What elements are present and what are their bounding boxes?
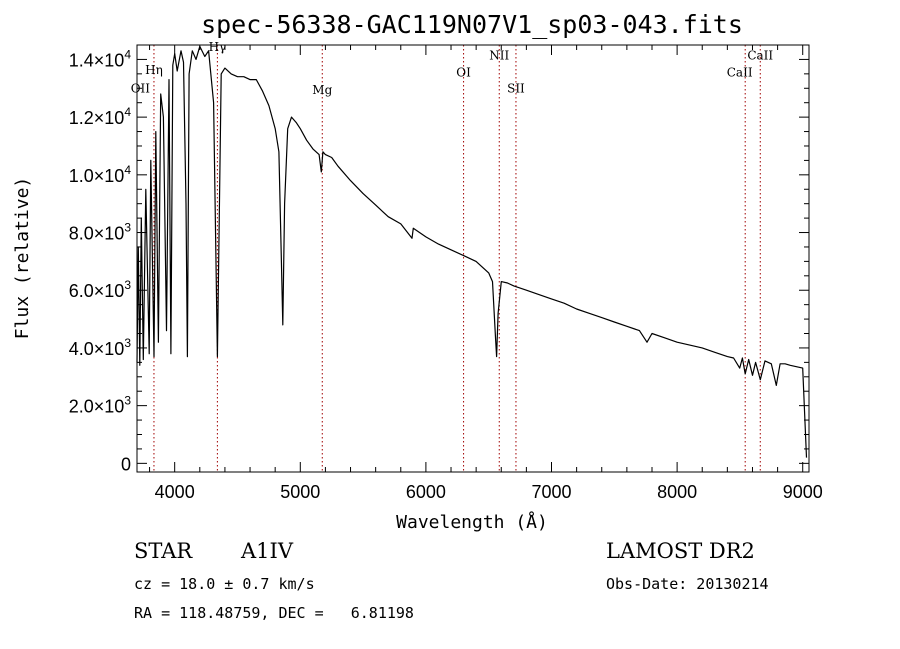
- y-tick-label: 8.0×103: [69, 221, 132, 244]
- y-axis: 0 2.0×103 4.0×103 6.0×103 8.0×103 1.0×104 1.2×…: [69, 47, 809, 474]
- x-axis-label: Wavelength (Å): [396, 511, 548, 533]
- obs-date: Obs-Date: 20130214: [606, 575, 769, 593]
- y-tick-label: 2.0×103: [69, 394, 132, 417]
- survey-name: LAMOST DR2: [606, 539, 755, 563]
- line-label: NII: [489, 48, 509, 62]
- y-tick-label: 1.4×104: [69, 47, 132, 70]
- spectrum-line: [136, 45, 808, 458]
- line-label: OI: [456, 66, 471, 80]
- y-tick-label: 6.0×103: [69, 278, 132, 301]
- line-annotations: OII Hη Hγ Mg OI NII SII CaII CaII: [131, 40, 774, 97]
- x-axis: 4000 5000 6000 7000 8000 9000: [149, 45, 823, 502]
- line-label: SII: [507, 82, 525, 96]
- x-tick-label: 5000: [280, 482, 320, 502]
- line-label: OII: [131, 82, 151, 96]
- redshift-text: cz = 18.0 ± 0.7 km/s: [134, 575, 315, 593]
- reference-lines: [153, 45, 761, 472]
- x-tick-label: 8000: [657, 482, 697, 502]
- x-tick-label: 9000: [783, 482, 823, 502]
- object-subclass: A1IV: [241, 539, 293, 563]
- x-tick-label: 4000: [155, 482, 195, 502]
- y-tick-label: 1.2×104: [69, 105, 132, 128]
- y-axis-label: Flux (relative): [12, 177, 33, 340]
- y-tick-label: 4.0×103: [69, 336, 132, 359]
- line-label: Hγ: [209, 40, 227, 54]
- line-label: CaII: [747, 48, 773, 62]
- x-tick-label: 7000: [531, 482, 571, 502]
- plot-frame: [136, 44, 810, 473]
- y-tick-label: 1.0×104: [69, 163, 132, 186]
- x-tick-label: 6000: [406, 482, 446, 502]
- line-label: Mg: [312, 83, 332, 97]
- chart-title: spec-56338-GAC119N07V1_sp03-043.fits: [201, 10, 743, 39]
- y-tick-label: 0: [121, 454, 131, 474]
- coordinates-text: RA = 118.48759, DEC = 6.81198: [134, 604, 414, 622]
- line-label: CaII: [727, 66, 753, 80]
- object-class: STAR: [134, 539, 193, 563]
- line-label: Hη: [145, 63, 163, 77]
